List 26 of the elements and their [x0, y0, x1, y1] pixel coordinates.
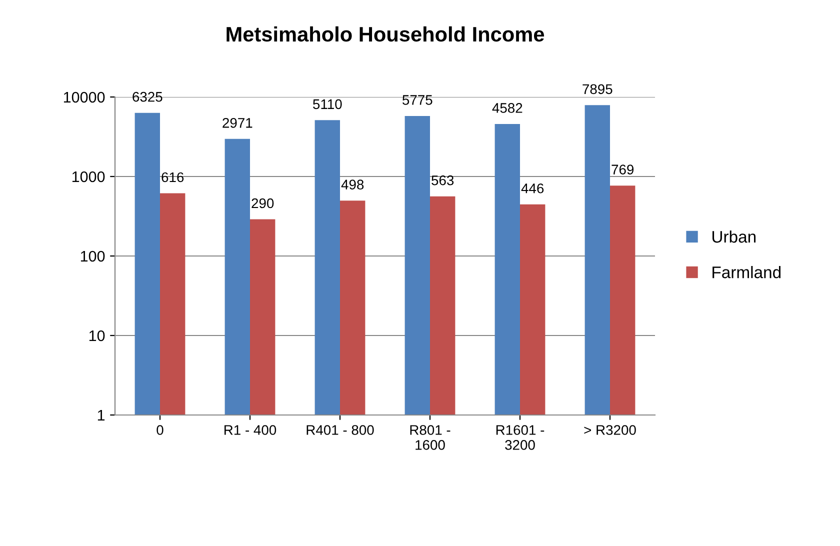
data-label: 5775 — [402, 95, 432, 105]
y-tick-label: 1 — [98, 410, 105, 421]
data-label: 769 — [612, 164, 634, 174]
data-label: 7895 — [582, 84, 612, 94]
data-label: 290 — [252, 198, 274, 208]
y-tick-label: 100 — [80, 250, 105, 262]
y-tick-label: 10000 — [64, 92, 105, 103]
x-tick-label: R401 - 800 — [306, 425, 374, 435]
data-label: 616 — [162, 172, 184, 182]
data-label: 5110 — [313, 99, 342, 110]
x-tick-label: 0 — [156, 425, 164, 435]
x-tick-label: R801 - 1600 — [410, 425, 450, 450]
legend-label: Farmland — [712, 266, 781, 278]
data-label: 2971 — [222, 118, 252, 128]
chart-title: Metsimaholo Household Income — [226, 26, 544, 42]
x-tick-label: R1 - 400 — [224, 425, 276, 435]
y-tick-label: 1000 — [72, 171, 105, 182]
data-label: 498 — [341, 180, 364, 190]
legend-label: Urban — [712, 230, 756, 243]
data-label: 563 — [432, 175, 454, 186]
x-tick-label: > R3200 — [584, 425, 636, 435]
data-label: 446 — [521, 183, 544, 194]
data-label: 4582 — [492, 103, 522, 113]
data-label: 6325 — [132, 92, 162, 102]
y-tick-label: 10 — [89, 330, 105, 342]
x-tick-label: R1601 - 3200 — [496, 425, 544, 450]
